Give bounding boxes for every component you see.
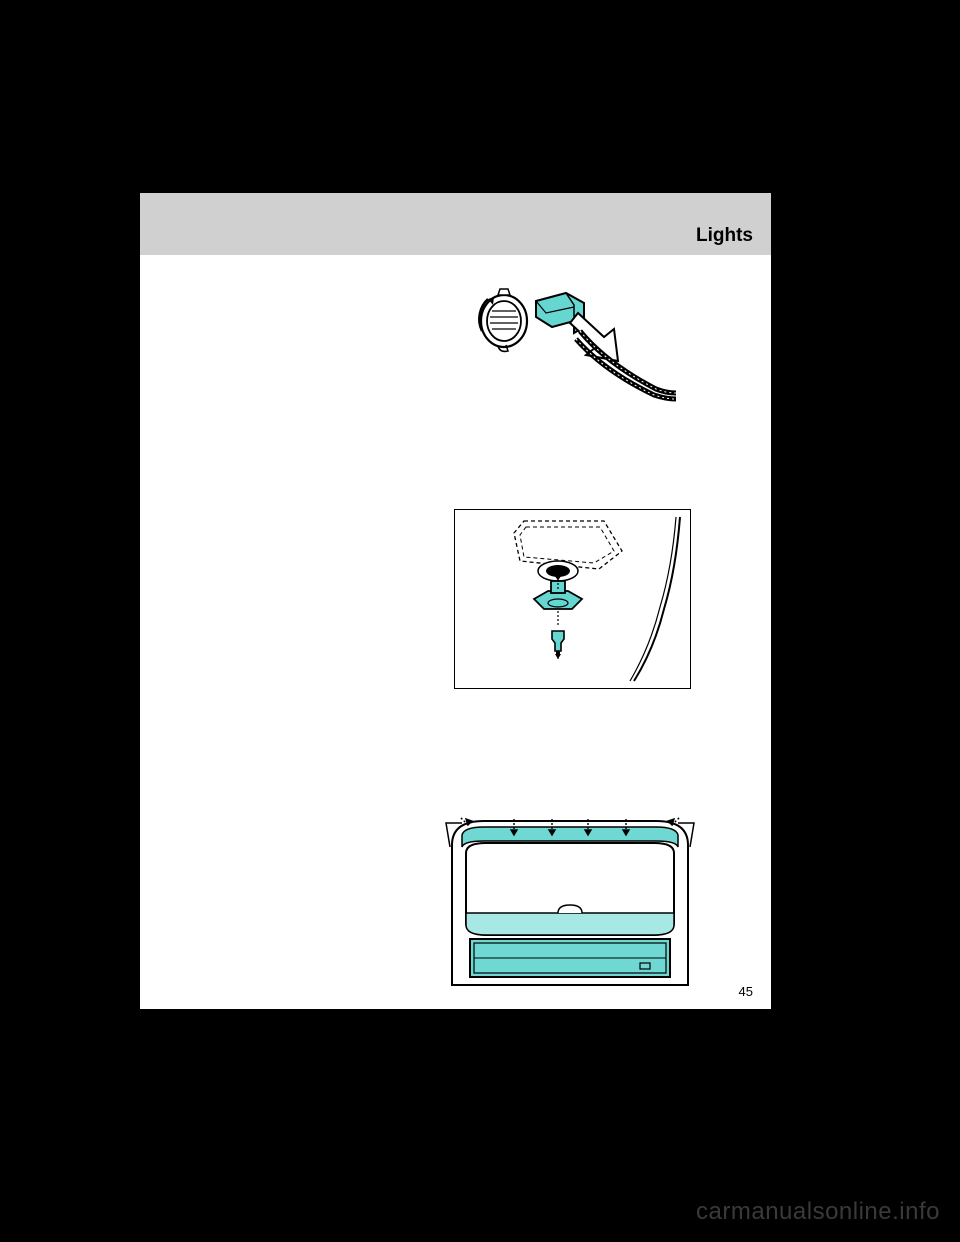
illustration-trunk-bulb [454,509,691,689]
illustration-bulb-socket [466,283,681,408]
watermark-text: carmanualsonline.info [696,1198,940,1226]
manual-page: Lights [140,193,771,1009]
page-number: 45 [739,984,753,999]
section-title: Lights [696,225,753,247]
illustration-rear-hatch [444,813,696,993]
section-header-bar: Lights [140,193,771,255]
